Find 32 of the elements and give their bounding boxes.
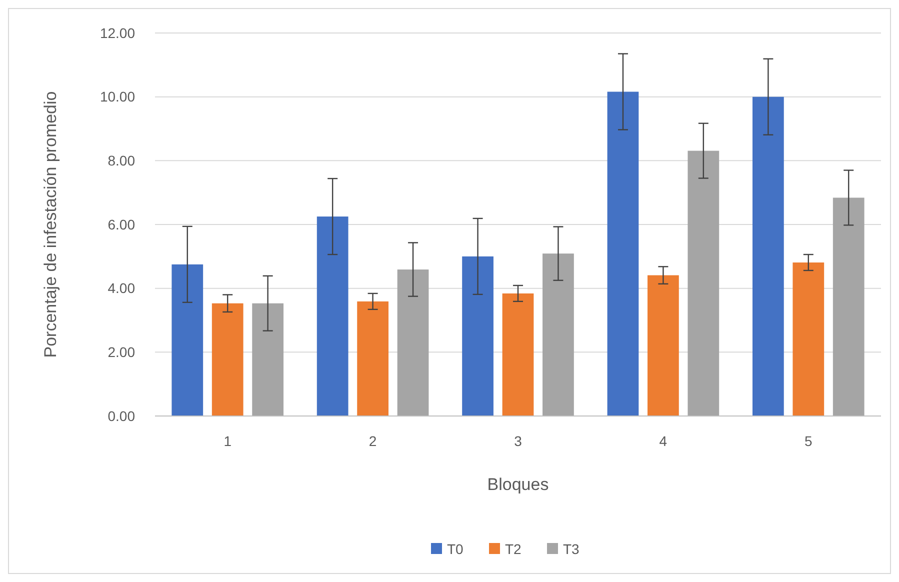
bar — [172, 264, 204, 416]
bar — [832, 198, 864, 416]
bar — [316, 216, 348, 416]
x-tick-label: 2 — [368, 433, 377, 449]
bar — [252, 303, 284, 416]
bar — [462, 256, 494, 416]
x-axis-title: Bloques — [487, 475, 549, 494]
y-tick-label: 0.00 — [108, 408, 136, 424]
y-tick-label: 10.00 — [100, 88, 136, 105]
bar — [792, 262, 824, 416]
bar — [542, 254, 574, 416]
bar — [648, 275, 679, 416]
bar — [397, 270, 429, 416]
y-tick-label: 12.00 — [100, 24, 136, 41]
x-tick-label: 1 — [224, 433, 232, 449]
bar — [212, 303, 244, 416]
legend-label: T3 — [563, 541, 580, 557]
bar — [357, 301, 388, 416]
y-tick-label: 6.00 — [108, 216, 136, 232]
y-axis-title: Porcentaje de infestación promedio — [41, 91, 60, 358]
y-tick-label: 2.00 — [108, 344, 136, 360]
legend-label: T2 — [505, 541, 522, 557]
bar — [688, 150, 720, 416]
y-tick-label: 4.00 — [108, 280, 136, 296]
bar — [607, 92, 639, 416]
x-tick-label: 5 — [804, 433, 812, 449]
bar — [752, 96, 784, 416]
x-tick-label: 3 — [514, 433, 522, 449]
bar — [502, 293, 534, 416]
legend-label: T0 — [447, 541, 464, 557]
x-tick-label: 4 — [659, 433, 668, 449]
y-tick-label: 8.00 — [108, 152, 136, 169]
